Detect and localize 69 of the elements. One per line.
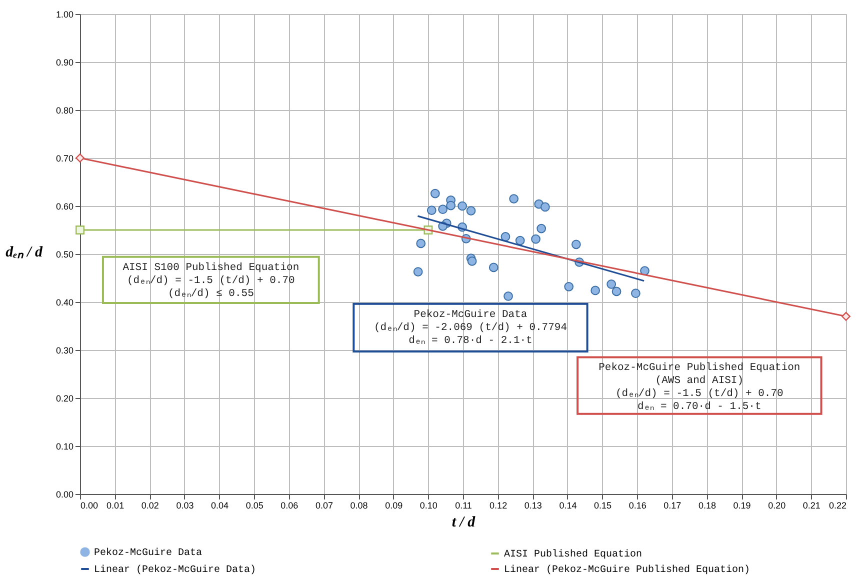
- x-tick-label: 0.04: [211, 500, 229, 510]
- point: [536, 224, 546, 234]
- y-tick-label: 0.80: [56, 106, 74, 116]
- y-tick-label: 0.50: [56, 250, 74, 260]
- point: [466, 206, 476, 216]
- point: [438, 204, 448, 214]
- point: [446, 200, 456, 210]
- y-tick-label: 0.00: [56, 490, 74, 500]
- y-tick-label: 0.20: [56, 394, 74, 404]
- x-tick-label: 0.10: [420, 500, 438, 510]
- x-tick-label: 0.13: [524, 500, 542, 510]
- x-axis-title: t / d: [452, 514, 476, 530]
- point: [76, 226, 84, 234]
- y-tick-label: 0.60: [56, 202, 74, 212]
- y-axis-title: dₑₙ / d: [6, 244, 43, 260]
- point: [606, 280, 616, 289]
- x-tick-label: 0.06: [280, 500, 298, 510]
- legend-label: Linear (Pekoz-McGuire Published Equation): [504, 564, 750, 576]
- x-tick-label: 0.11: [455, 500, 472, 510]
- point: [612, 286, 622, 296]
- annotation: Pekoz-McGuire Published Equation (AWS and AISI) (dₑₙ/d) = -1.5 (t/d) + 0.70 dₑₙ = 0.70·d - 1.5·t: [598, 362, 800, 414]
- x-tick-label: 0.17: [664, 500, 682, 510]
- point: [631, 288, 640, 298]
- point: [426, 206, 436, 215]
- point: [531, 234, 540, 244]
- point: [515, 236, 525, 246]
- point: [571, 240, 581, 250]
- legend-label: Pekoz-McGuire Data: [94, 547, 202, 560]
- x-tick-label: 0.22: [828, 500, 846, 510]
- point: [413, 267, 423, 276]
- y-tick-label: 0.90: [56, 58, 74, 68]
- y-tick-label: 0.40: [56, 298, 74, 308]
- x-tick-label: 0.00: [80, 500, 98, 510]
- x-tick-label: 0.16: [628, 500, 646, 510]
- y-tick-label: 0.10: [56, 442, 74, 452]
- point: [500, 232, 510, 242]
- point: [842, 312, 850, 321]
- x-tick-label: 0.15: [594, 500, 612, 510]
- point: [488, 262, 498, 272]
- x-tick-label: 0.18: [698, 500, 716, 510]
- legend-label: AISI Published Equation: [504, 548, 642, 560]
- x-tick-label: 0.14: [559, 500, 577, 510]
- point: [430, 188, 440, 198]
- point: [564, 282, 574, 292]
- legend-label: Linear (Pekoz-McGuire Data): [94, 564, 256, 576]
- x-tick-label: 0.08: [350, 500, 368, 510]
- x-tick-label: 0.03: [176, 500, 194, 510]
- x-tick-label: 0.19: [733, 500, 751, 510]
- point: [76, 154, 84, 162]
- y-tick-label: 0.70: [56, 154, 74, 164]
- point: [540, 202, 550, 212]
- annotation: AISI S100 Published Equation (dₑₙ/d) = -1.5 (t/d) + 0.70 (dₑₙ/d) ≤ 0.55: [122, 262, 300, 300]
- x-tick-label: 0.20: [768, 500, 786, 510]
- x-tick-label: 0.01: [106, 500, 124, 510]
- x-tick-label: 0.02: [141, 500, 159, 510]
- x-tick-label: 0.12: [490, 500, 508, 510]
- annotation: Pekoz-McGuire Data (dₑₙ/d) = -2.069 (t/d) + 0.7794 dₑₙ = 0.78·d - 2.1·t: [374, 308, 567, 347]
- point: [509, 194, 519, 204]
- point: [416, 238, 426, 248]
- x-tick-label: 0.09: [385, 500, 403, 510]
- point: [458, 201, 467, 211]
- x-tick-label: 0.21: [802, 500, 820, 510]
- x-tick-label: 0.07: [315, 500, 333, 510]
- y-tick-label: 1.00: [56, 10, 74, 20]
- point: [504, 292, 513, 301]
- y-tick-label: 0.30: [56, 346, 74, 356]
- point: [590, 286, 600, 296]
- x-tick-label: 0.05: [246, 500, 264, 510]
- point: [467, 256, 477, 266]
